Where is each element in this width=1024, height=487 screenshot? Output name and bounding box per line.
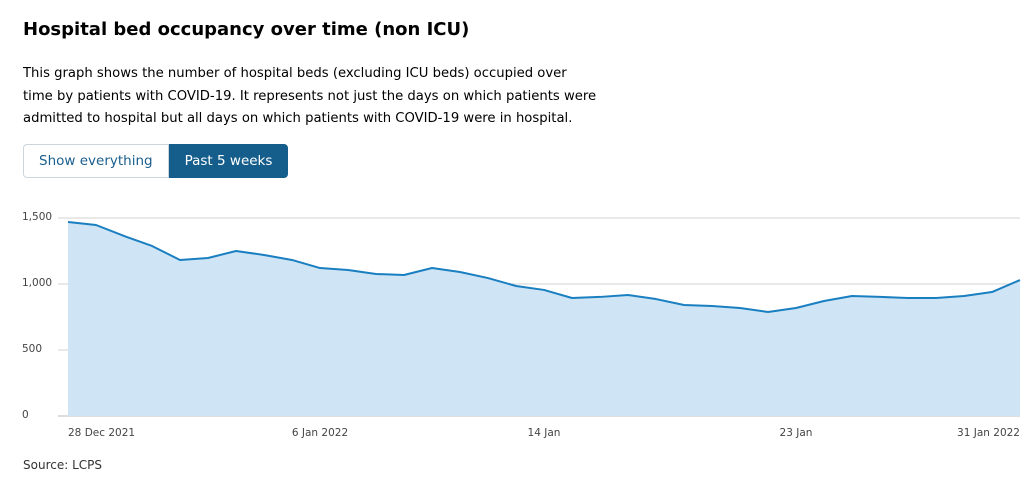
title: Hospital bed occupancy over time (non IC… <box>23 19 470 40</box>
line <box>67 220 1021 313</box>
y-tick-label: 0 <box>22 409 29 421</box>
button[interactable]: Past 5 weeks <box>168 144 289 178</box>
x-tick-label: 31 Jan 2022 <box>957 427 1020 439</box>
area <box>68 221 1020 416</box>
x-tick-label: 23 Jan <box>780 427 813 439</box>
y-tick-label: 1,000 <box>22 277 52 289</box>
x-tick-label: 14 Jan <box>528 427 561 439</box>
y-tick-label: 1,500 <box>22 211 52 223</box>
toggle: Show everything Past 5 weeks <box>23 144 289 178</box>
source: Source: LCPS <box>23 458 102 472</box>
x-tick-label: 28 Dec 2021 <box>68 427 135 439</box>
x-tick-label: 6 Jan 2022 <box>292 427 348 439</box>
description: This graph shows the number of hospital … <box>23 66 597 126</box>
y-tick-label: 500 <box>22 343 42 355</box>
button[interactable]: Show everything <box>23 144 169 178</box>
chart: 0 500 1,000 1,500 28 Dec 2021 6 Jan 2022 14 Ja… <box>22 211 1021 439</box>
